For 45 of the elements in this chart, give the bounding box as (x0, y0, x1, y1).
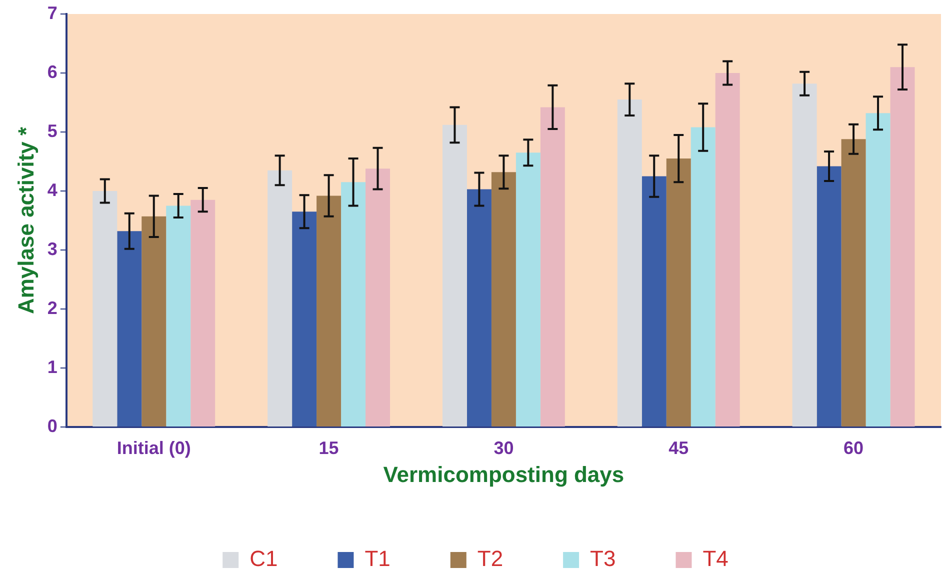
y-tick-label: 4 (47, 180, 58, 200)
y-tick-label: 7 (47, 2, 58, 23)
bar (516, 152, 540, 426)
bar (341, 182, 366, 426)
bar (642, 176, 666, 426)
bar (841, 139, 866, 426)
bar (890, 67, 915, 426)
legend-label: T2 (477, 546, 504, 572)
bar (142, 216, 166, 426)
legend-label: T3 (590, 546, 616, 572)
bar (466, 189, 492, 426)
bar (491, 172, 516, 426)
bar (690, 127, 716, 426)
y-axis-title: Amylase activity * (13, 126, 38, 314)
y-tick-label: 6 (47, 62, 58, 82)
bar (715, 73, 740, 426)
bar (617, 100, 642, 426)
bar (442, 124, 467, 426)
bar (792, 84, 817, 426)
y-tick-label: 5 (47, 120, 58, 141)
y-tick-label: 0 (47, 416, 58, 436)
bar (166, 206, 191, 426)
x-axis-title: Vermicomposting days (383, 462, 624, 487)
legend-label: T4 (702, 546, 728, 572)
x-tick-label: 15 (318, 438, 339, 458)
bar (816, 166, 842, 426)
bar (666, 158, 691, 426)
x-tick-label: 30 (494, 438, 514, 458)
bar (866, 113, 890, 426)
bar (540, 107, 565, 426)
x-tick-label: 45 (668, 438, 689, 458)
x-tick-label: 60 (844, 438, 864, 458)
bar (268, 170, 292, 426)
y-tick-label: 2 (47, 298, 58, 318)
bar (92, 191, 118, 426)
legend-label: C1 (250, 546, 278, 572)
x-tick-label: Initial (0) (116, 438, 191, 458)
bar (117, 231, 142, 426)
legend-label: T1 (364, 546, 390, 572)
y-tick-label: 3 (47, 238, 58, 259)
bar (316, 196, 342, 426)
bar (190, 200, 216, 426)
y-tick-label: 1 (47, 356, 58, 377)
bar (292, 212, 317, 426)
bar (366, 168, 390, 426)
